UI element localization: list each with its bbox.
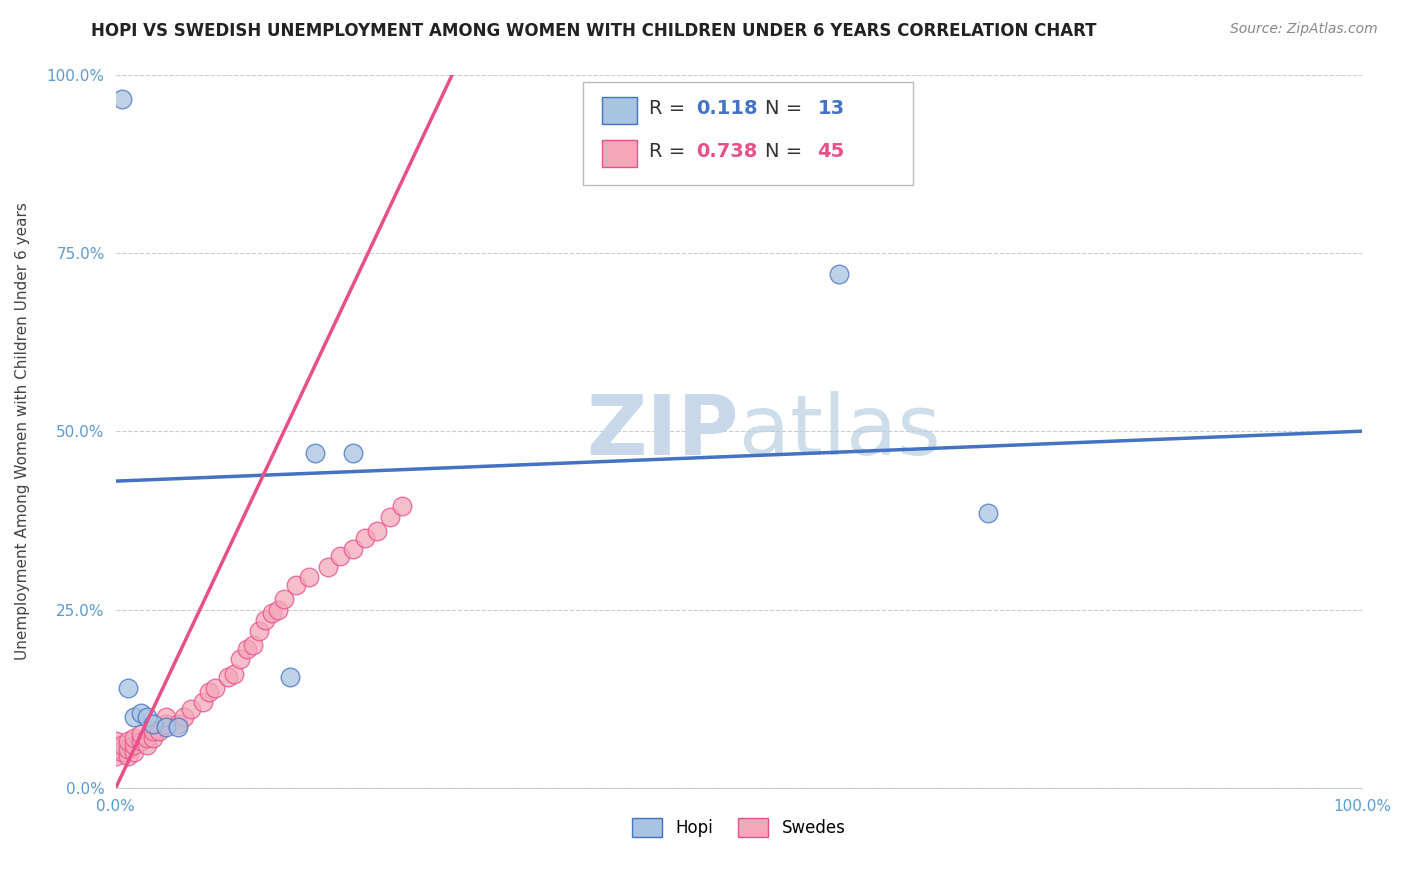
Point — [304, 445, 326, 459]
Text: ZIP: ZIP — [586, 391, 740, 472]
Bar — [602, 97, 637, 125]
Point — [111, 745, 134, 759]
Text: Source: ZipAtlas.com: Source: ZipAtlas.com — [1230, 22, 1378, 37]
Point — [117, 734, 139, 748]
Text: 45: 45 — [817, 142, 845, 161]
Point — [273, 591, 295, 606]
Point — [235, 641, 257, 656]
Point — [247, 624, 270, 638]
Point — [155, 709, 177, 723]
Text: 0.738: 0.738 — [696, 142, 758, 161]
Point — [117, 741, 139, 756]
Text: 13: 13 — [817, 99, 845, 119]
Point — [298, 570, 321, 584]
Point — [354, 531, 377, 545]
Point — [124, 738, 146, 752]
Point — [155, 720, 177, 734]
Point — [217, 670, 239, 684]
Point — [242, 638, 264, 652]
Point — [366, 524, 388, 538]
Point — [229, 652, 252, 666]
Point — [167, 716, 190, 731]
Point — [191, 695, 214, 709]
Point — [142, 723, 165, 738]
Text: HOPI VS SWEDISH UNEMPLOYMENT AMONG WOMEN WITH CHILDREN UNDER 6 YEARS CORRELATION: HOPI VS SWEDISH UNEMPLOYMENT AMONG WOMEN… — [91, 22, 1097, 40]
Point — [104, 734, 127, 748]
Point — [136, 731, 159, 745]
Text: R =: R = — [650, 142, 692, 161]
Point — [111, 738, 134, 752]
Point — [267, 602, 290, 616]
FancyBboxPatch shape — [583, 82, 914, 185]
Point — [142, 716, 165, 731]
Point — [977, 506, 1000, 520]
Point — [378, 509, 401, 524]
Point — [129, 734, 152, 748]
Point — [129, 727, 152, 741]
Point — [285, 577, 308, 591]
Point — [136, 738, 159, 752]
Point — [148, 723, 170, 738]
Point — [104, 748, 127, 763]
Point — [204, 681, 226, 695]
Point — [254, 613, 277, 627]
Point — [316, 559, 339, 574]
Text: atlas: atlas — [740, 391, 941, 472]
Text: R =: R = — [650, 99, 692, 119]
Point — [124, 709, 146, 723]
Point — [827, 267, 849, 281]
Point — [180, 702, 202, 716]
Point — [117, 681, 139, 695]
Point — [260, 606, 283, 620]
Point — [173, 709, 195, 723]
Point — [342, 445, 364, 459]
Point — [278, 670, 301, 684]
Point — [124, 745, 146, 759]
Text: 0.118: 0.118 — [696, 99, 758, 119]
Point — [198, 684, 221, 698]
Point — [224, 666, 246, 681]
Point — [142, 731, 165, 745]
Point — [167, 720, 190, 734]
Point — [342, 541, 364, 556]
Point — [124, 731, 146, 745]
Point — [136, 709, 159, 723]
Point — [104, 741, 127, 756]
Text: N =: N = — [765, 142, 808, 161]
Point — [329, 549, 352, 563]
Legend: Hopi, Swedes: Hopi, Swedes — [626, 811, 852, 844]
Point — [391, 499, 413, 513]
Y-axis label: Unemployment Among Women with Children Under 6 years: Unemployment Among Women with Children U… — [15, 202, 30, 660]
Point — [117, 748, 139, 763]
Point — [129, 706, 152, 720]
Text: N =: N = — [765, 99, 808, 119]
Point — [155, 716, 177, 731]
Point — [111, 93, 134, 107]
Bar — [602, 140, 637, 168]
